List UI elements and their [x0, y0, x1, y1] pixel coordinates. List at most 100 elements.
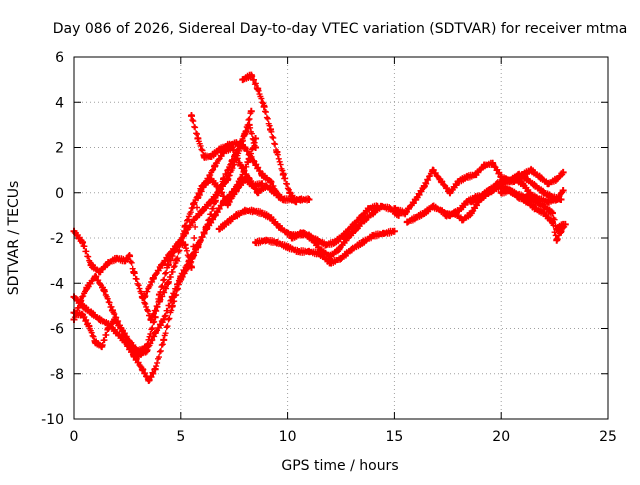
- data-point: [130, 268, 138, 276]
- data-point: [420, 182, 428, 190]
- data-point: [237, 175, 245, 183]
- data-point: [158, 261, 166, 269]
- data-point: [273, 239, 281, 247]
- y-tick-label: 2: [55, 141, 64, 157]
- data-point: [117, 325, 125, 332]
- data-point: [356, 214, 364, 222]
- data-point: [553, 196, 561, 204]
- data-point: [198, 207, 206, 215]
- data-point: [337, 254, 345, 262]
- data-point: [194, 134, 202, 142]
- data-point: [79, 311, 87, 319]
- data-point: [463, 173, 471, 181]
- data-point: [467, 209, 475, 217]
- data-point: [215, 146, 223, 154]
- data-point: [252, 239, 260, 247]
- plot-frame: [73, 56, 609, 420]
- data-point: [429, 166, 437, 174]
- data-point: [326, 259, 334, 267]
- series-trace-14: [467, 175, 567, 206]
- tick-layer: -10 -8 -6 -4 -2 0 2 4 6 0 5 10 15 20 25: [41, 50, 617, 445]
- chart-title: Day 086 of 2026, Sidereal Day-to-day VTE…: [53, 21, 628, 37]
- data-point: [239, 76, 247, 84]
- data-point: [138, 365, 146, 373]
- data-point: [126, 252, 134, 260]
- data-point: [275, 193, 283, 201]
- data-point: [403, 218, 411, 226]
- data-point: [314, 236, 322, 244]
- data-point: [126, 343, 134, 351]
- data-point: [187, 112, 195, 120]
- data-point: [484, 186, 492, 194]
- data-point: [352, 225, 360, 233]
- data-point: [369, 232, 377, 240]
- data-point: [113, 329, 121, 337]
- data-point: [339, 232, 347, 240]
- data-point: [96, 268, 104, 276]
- data-point: [540, 209, 548, 217]
- data-point: [279, 196, 287, 204]
- x-tick-label: 5: [176, 429, 185, 445]
- data-point: [527, 191, 535, 199]
- data-point: [561, 220, 569, 228]
- data-point: [501, 177, 509, 185]
- data-point: [237, 162, 245, 170]
- data-point: [164, 279, 172, 287]
- data-point: [215, 225, 223, 233]
- data-point: [536, 173, 544, 181]
- data-point: [442, 211, 450, 219]
- data-point: [544, 198, 552, 206]
- data-point: [446, 189, 454, 197]
- data-point: [284, 243, 292, 251]
- y-tick-label: -4: [50, 276, 64, 292]
- data-point: [91, 272, 99, 280]
- data-point: [228, 189, 236, 197]
- data-point: [540, 189, 548, 197]
- data-point: [177, 272, 185, 280]
- data-point: [360, 216, 368, 224]
- series-trace-7: [239, 71, 300, 206]
- data-point: [249, 157, 257, 165]
- data-layer: [70, 71, 569, 385]
- data-point: [215, 186, 223, 194]
- y-tick-label: -8: [50, 367, 64, 383]
- data-point: [202, 177, 210, 185]
- data-point: [121, 257, 129, 265]
- data-point: [523, 175, 531, 183]
- data-point: [493, 182, 501, 190]
- data-point: [258, 209, 266, 217]
- x-axis-label: GPS time / hours: [281, 458, 398, 474]
- data-point: [168, 293, 176, 301]
- data-point: [149, 275, 157, 283]
- x-tick-label: 25: [599, 429, 617, 445]
- data-point: [85, 322, 93, 330]
- data-point: [151, 365, 159, 373]
- data-point: [472, 171, 480, 179]
- data-point: [450, 209, 458, 217]
- y-tick-label: 0: [55, 186, 64, 202]
- data-point: [292, 198, 300, 206]
- data-point: [258, 171, 266, 179]
- data-point: [245, 175, 253, 183]
- data-point: [279, 171, 287, 179]
- data-point: [326, 252, 334, 260]
- data-point: [412, 214, 420, 222]
- data-point: [322, 241, 330, 249]
- data-point: [348, 223, 356, 231]
- data-point: [83, 284, 91, 292]
- series-trace-9: [252, 227, 398, 267]
- x-tick-label: 15: [385, 429, 403, 445]
- y-tick-label: -10: [41, 412, 64, 428]
- data-point: [247, 71, 255, 79]
- data-point: [76, 297, 84, 305]
- data-point: [249, 207, 257, 215]
- data-point: [175, 239, 183, 247]
- data-point: [160, 336, 168, 344]
- x-tick-label: 20: [492, 429, 510, 445]
- data-point: [267, 177, 275, 185]
- x-tick-label: 0: [70, 429, 79, 445]
- data-point: [506, 186, 514, 194]
- data-point: [262, 236, 270, 244]
- y-tick-label: 6: [55, 50, 64, 66]
